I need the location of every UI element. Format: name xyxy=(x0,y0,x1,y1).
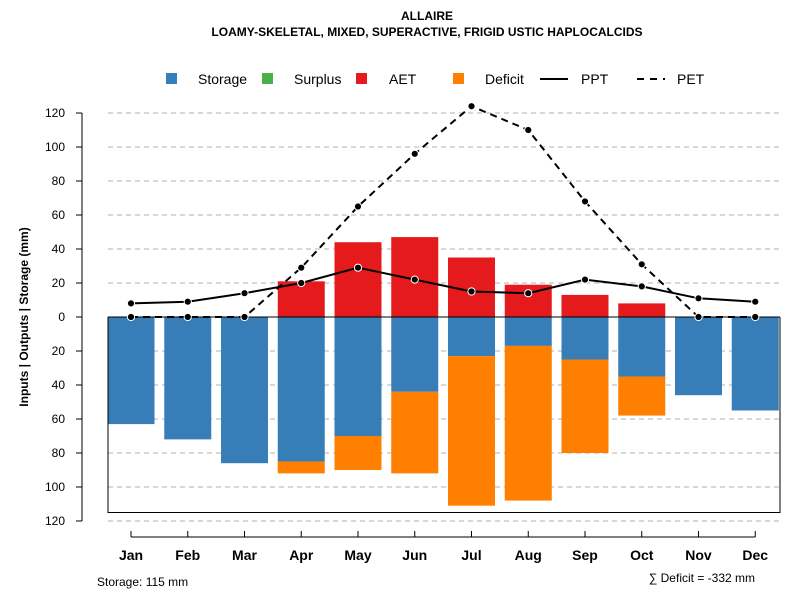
pet-point xyxy=(524,125,533,135)
y-tick-label: 0 xyxy=(58,310,65,324)
deficit-bar xyxy=(277,461,325,474)
chart-title: ALLAIRE xyxy=(401,9,453,23)
storage-bar xyxy=(221,317,268,464)
x-tick-label: Jun xyxy=(402,547,427,563)
legend-label-ppt: PPT xyxy=(581,71,609,87)
pet-point xyxy=(353,202,363,211)
x-tick-label: Jul xyxy=(461,547,481,563)
storage-bar xyxy=(334,317,382,436)
storage-bar xyxy=(164,317,212,440)
x-tick-label: Nov xyxy=(685,547,712,563)
storage-bar xyxy=(504,317,552,346)
y-tick-label: 120 xyxy=(45,514,65,528)
pet-line xyxy=(131,105,756,318)
ppt-point xyxy=(297,278,306,288)
legend-label-storage: Storage xyxy=(198,71,247,87)
pet-point xyxy=(183,312,192,322)
ppt-point xyxy=(353,263,363,272)
y-tick-label: 40 xyxy=(52,242,66,256)
deficit-bar xyxy=(334,435,382,470)
aet-bar xyxy=(277,281,325,317)
pet-point xyxy=(694,312,703,322)
deficit-bar xyxy=(561,359,609,453)
y-tick-label: 80 xyxy=(52,174,66,188)
aet-bar xyxy=(561,294,609,317)
legend-swatch-surplus xyxy=(262,73,273,84)
storage-capacity-box xyxy=(107,317,781,513)
storage-bar xyxy=(391,317,439,392)
y-tick-label: 40 xyxy=(52,378,66,392)
storage-bar xyxy=(675,317,722,396)
pet-point xyxy=(297,263,306,272)
y-tick-label: 60 xyxy=(52,412,66,426)
storage-footnote: Storage: 115 mm xyxy=(97,575,188,589)
aet-bar xyxy=(618,303,666,317)
deficit-bar xyxy=(448,356,495,506)
x-tick-label: Oct xyxy=(630,547,654,563)
y-tick-label: 80 xyxy=(52,446,66,460)
legend-swatch-deficit xyxy=(453,73,464,84)
y-axis: 120 100 80 60 40 20 0 20 40 60 80 100 120 xyxy=(45,106,83,528)
pet-point xyxy=(467,102,476,111)
y-tick-label: 20 xyxy=(52,344,66,358)
x-tick-label: Mar xyxy=(232,547,257,563)
y-tick-label: 20 xyxy=(52,276,66,290)
ppt-point xyxy=(410,275,419,284)
storage-bar xyxy=(561,317,609,360)
deficit-bar xyxy=(618,376,666,416)
storage-bar xyxy=(448,317,495,357)
x-tick-label: Jan xyxy=(119,547,143,563)
pet-point xyxy=(240,312,249,322)
y-tick-label: 100 xyxy=(45,140,65,154)
deficit-footnote: ∑ Deficit = -332 mm xyxy=(649,571,755,585)
legend-swatch-storage xyxy=(166,73,177,84)
pet-point xyxy=(410,149,419,158)
ppt-point xyxy=(240,289,249,298)
y-tick-label: 100 xyxy=(45,480,65,494)
y-axis-label: Inputs | Outputs | Storage (mm) xyxy=(17,227,31,406)
ppt-point xyxy=(580,275,590,284)
legend-swatch-aet xyxy=(356,73,367,84)
ppt-point xyxy=(183,297,192,306)
storage-bar xyxy=(107,317,155,425)
legend-label-surplus: Surplus xyxy=(294,71,341,87)
pet-point xyxy=(751,312,760,322)
ppt-point xyxy=(751,297,760,306)
gridlines xyxy=(108,112,780,522)
x-tick-label: Aug xyxy=(515,547,542,563)
legend: Storage Surplus AET Deficit PPT PET xyxy=(166,71,705,87)
chart-subtitle: LOAMY-SKELETAL, MIXED, SUPERACTIVE, FRIG… xyxy=(211,25,642,39)
y-tick-label: 120 xyxy=(45,106,65,120)
pet-point xyxy=(580,197,590,206)
x-axis: Jan Feb Mar Apr May Jun Jul Aug Sep Oct Nov Dec xyxy=(119,531,768,563)
storage-bar xyxy=(731,317,779,411)
x-tick-label: May xyxy=(344,547,371,563)
bars xyxy=(107,237,779,506)
ppt-point xyxy=(467,287,476,296)
ppt-point xyxy=(524,289,533,298)
ppt-point xyxy=(126,299,136,308)
x-tick-label: Dec xyxy=(742,547,768,563)
legend-label-pet: PET xyxy=(677,71,705,87)
x-tick-label: Sep xyxy=(572,547,598,563)
storage-bar xyxy=(277,317,325,462)
pet-point xyxy=(637,260,646,269)
deficit-bar xyxy=(504,345,552,501)
x-tick-label: Feb xyxy=(175,547,200,563)
aet-bar xyxy=(334,242,382,317)
ppt-point xyxy=(637,282,646,291)
deficit-bar xyxy=(391,391,439,474)
lines xyxy=(126,102,760,322)
storage-bar xyxy=(618,317,666,377)
ppt-line xyxy=(130,266,756,305)
legend-label-deficit: Deficit xyxy=(485,71,524,87)
x-tick-label: Apr xyxy=(289,547,314,563)
legend-label-aet: AET xyxy=(389,71,417,87)
ppt-point xyxy=(694,294,703,303)
pet-point xyxy=(126,312,136,322)
y-tick-label: 60 xyxy=(52,208,66,222)
